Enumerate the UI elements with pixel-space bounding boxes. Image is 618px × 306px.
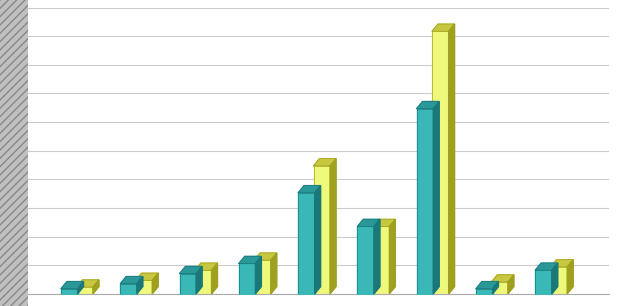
- Polygon shape: [77, 280, 99, 287]
- Polygon shape: [374, 219, 380, 294]
- Polygon shape: [152, 273, 158, 294]
- Polygon shape: [78, 282, 83, 294]
- Polygon shape: [535, 263, 558, 270]
- Polygon shape: [211, 263, 218, 294]
- Polygon shape: [298, 186, 321, 193]
- Polygon shape: [552, 263, 558, 294]
- Polygon shape: [432, 24, 455, 31]
- Polygon shape: [255, 256, 261, 294]
- Polygon shape: [491, 275, 514, 282]
- Polygon shape: [254, 253, 277, 260]
- Polygon shape: [239, 256, 261, 263]
- Polygon shape: [373, 219, 396, 226]
- Polygon shape: [417, 102, 439, 109]
- Polygon shape: [389, 219, 396, 294]
- Polygon shape: [196, 267, 202, 294]
- Polygon shape: [180, 267, 202, 274]
- Polygon shape: [313, 159, 336, 166]
- Polygon shape: [567, 260, 573, 294]
- Polygon shape: [357, 219, 380, 226]
- Polygon shape: [449, 24, 455, 294]
- Polygon shape: [551, 260, 573, 267]
- Polygon shape: [61, 282, 83, 289]
- Polygon shape: [493, 282, 499, 294]
- Polygon shape: [433, 102, 439, 294]
- Polygon shape: [93, 280, 99, 294]
- Polygon shape: [508, 275, 514, 294]
- Polygon shape: [330, 159, 336, 294]
- Polygon shape: [136, 273, 158, 280]
- Polygon shape: [315, 186, 321, 294]
- Polygon shape: [137, 277, 143, 294]
- Polygon shape: [271, 253, 277, 294]
- Polygon shape: [476, 282, 499, 289]
- Polygon shape: [195, 263, 218, 270]
- Polygon shape: [121, 277, 143, 284]
